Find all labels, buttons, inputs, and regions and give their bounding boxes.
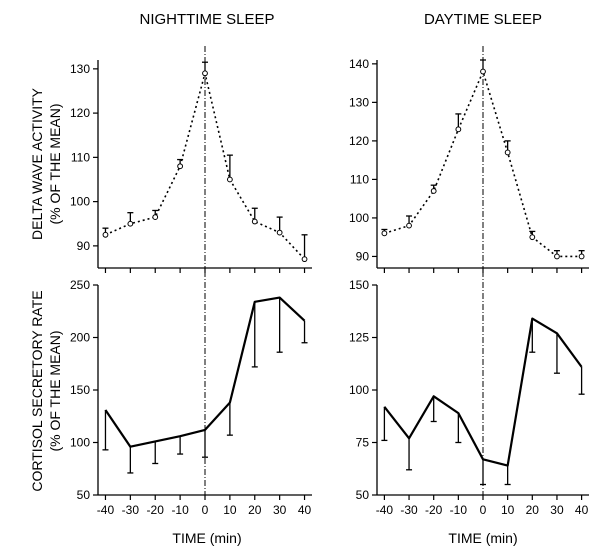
x-tick-label: 40 — [575, 503, 589, 517]
xlabel-right: TIME (min) — [448, 530, 517, 546]
y-tick-label: 120 — [70, 106, 90, 120]
data-point — [177, 163, 184, 170]
ylabel-cortisol-line1: CORTISOL SECRETORY RATE — [29, 290, 45, 491]
x-tick-label: -10 — [171, 503, 189, 517]
y-tick-label: 125 — [349, 331, 369, 345]
col-title-daytime: DAYTIME SLEEP — [424, 11, 542, 28]
series-line — [383, 317, 583, 467]
y-tick-label: 130 — [70, 62, 90, 76]
data-point — [276, 229, 283, 236]
y-tick-label: 90 — [356, 249, 370, 263]
y-tick-label: 50 — [77, 488, 91, 502]
x-tick-label: 0 — [202, 503, 209, 517]
series-line — [384, 69, 582, 258]
x-tick-label: -30 — [122, 503, 140, 517]
data-point — [381, 230, 388, 237]
x-tick-label: -30 — [400, 503, 418, 517]
y-tick-label: 100 — [349, 211, 369, 225]
data-point — [301, 256, 308, 263]
y-tick-label: 150 — [70, 383, 90, 397]
data-point — [504, 149, 511, 156]
data-point — [406, 222, 412, 229]
data-point — [480, 68, 486, 75]
x-tick-label: -20 — [147, 503, 165, 517]
data-point — [455, 126, 462, 133]
x-tick-label: 20 — [526, 503, 540, 517]
data-point — [578, 253, 585, 260]
chart-panels: 9010011012013090100110120130140501001502… — [70, 46, 589, 517]
y-tick-label: 200 — [70, 331, 90, 345]
x-tick-label: -20 — [425, 503, 443, 517]
y-tick-label: 110 — [350, 172, 369, 186]
y-tick-label: 100 — [349, 383, 369, 397]
y-tick-label: 100 — [70, 436, 90, 450]
x-tick-label: 30 — [273, 503, 287, 517]
y-tick-label: 130 — [349, 95, 369, 109]
y-tick-label: 100 — [70, 195, 90, 209]
x-tick-label: 20 — [248, 503, 262, 517]
x-tick-label: -10 — [450, 503, 468, 517]
data-point — [102, 231, 109, 238]
data-point — [554, 253, 560, 260]
data-point — [529, 234, 536, 241]
data-point — [251, 218, 258, 225]
series-line — [104, 296, 306, 448]
ylabel-delta-line2: (% OF THE MEAN) — [47, 103, 63, 224]
ylabel-cortisol-line2: (% OF THE MEAN) — [47, 330, 63, 451]
x-tick-label: 40 — [298, 503, 312, 517]
data-point — [152, 214, 159, 221]
y-tick-label: 140 — [349, 57, 369, 71]
x-tick-label: 10 — [501, 503, 515, 517]
y-tick-label: 90 — [77, 239, 91, 253]
x-tick-label: -40 — [97, 503, 115, 517]
y-tick-label: 110 — [71, 150, 90, 164]
x-tick-label: 10 — [223, 503, 237, 517]
data-point — [430, 188, 437, 194]
data-point — [127, 220, 134, 227]
x-tick-label: 30 — [550, 503, 564, 517]
y-tick-label: 75 — [356, 436, 370, 450]
y-tick-label: 120 — [349, 134, 369, 148]
x-tick-label: 0 — [480, 503, 487, 517]
y-tick-label: 250 — [70, 278, 90, 292]
data-point — [226, 176, 233, 183]
y-tick-label: 50 — [356, 488, 370, 502]
x-tick-label: -40 — [376, 503, 394, 517]
y-tick-label: 150 — [349, 278, 369, 292]
xlabel-left: TIME (min) — [172, 530, 241, 546]
ylabel-delta-line1: DELTA WAVE ACTIVITY — [29, 87, 45, 240]
col-title-nighttime: NIGHTTIME SLEEP — [139, 11, 274, 28]
data-point — [202, 70, 208, 77]
